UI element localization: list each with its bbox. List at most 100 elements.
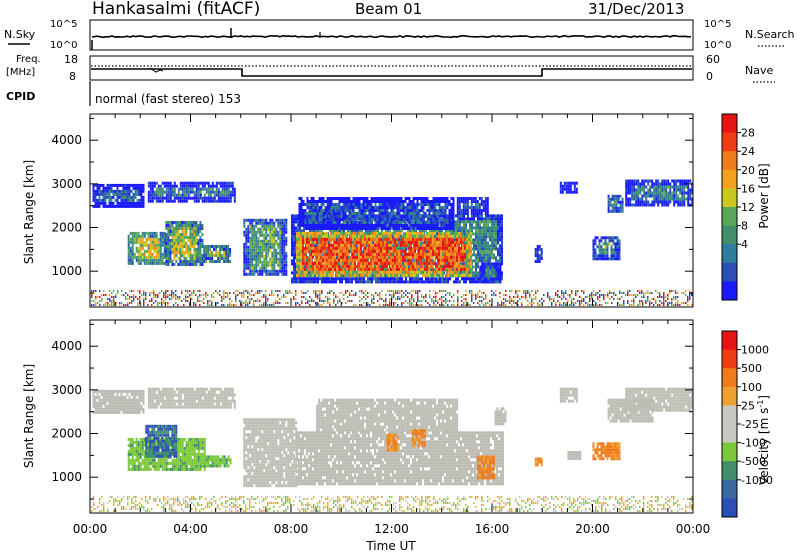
power-cell [324, 264, 326, 268]
power-cell [322, 273, 324, 277]
power-cell [436, 237, 438, 241]
power-cell [177, 227, 180, 230]
power-cell [443, 223, 445, 227]
power-cell [267, 227, 270, 231]
power-cell [366, 240, 368, 244]
power-cell [366, 267, 368, 271]
power-cell [219, 257, 222, 260]
power-cell [320, 224, 323, 227]
power-cell [366, 252, 368, 256]
power-cell [213, 193, 216, 197]
power-cell [255, 254, 258, 258]
power-cell [285, 221, 288, 225]
noise-right-tick-top: 10^5 [704, 19, 731, 30]
power-cell [481, 238, 483, 242]
power-cell [328, 203, 331, 206]
power-cell [332, 227, 335, 230]
power-cell [354, 200, 357, 203]
power-cell [193, 224, 196, 227]
power-cell [348, 197, 351, 200]
power-cell [405, 247, 407, 251]
power-cell [275, 272, 278, 276]
power-cell [416, 246, 418, 250]
power-cell [213, 248, 216, 251]
power-cell [395, 277, 397, 281]
power-cell [304, 231, 306, 235]
power-cell [415, 226, 417, 230]
power-cell [404, 237, 406, 241]
power-cell [477, 241, 479, 245]
power-cell [173, 190, 176, 194]
power-cell [149, 196, 152, 200]
power-cell [120, 183, 123, 187]
power-cell [312, 252, 314, 256]
power-cell [215, 248, 218, 251]
power-cell [351, 277, 353, 281]
power-cell [422, 267, 424, 271]
power-cell [485, 253, 487, 257]
power-cell [334, 209, 337, 212]
power-cell [481, 214, 483, 218]
power-cell [332, 231, 334, 235]
power-cell [298, 237, 300, 241]
power-cell [281, 260, 284, 264]
power-cell [306, 218, 309, 221]
power-cell [269, 269, 272, 273]
power-cell [316, 270, 318, 274]
power-cell [316, 218, 319, 221]
power-cell [501, 250, 503, 254]
power-cell [344, 224, 347, 227]
power-cell [259, 218, 262, 222]
power-cell [440, 243, 442, 247]
power-cell [352, 200, 355, 203]
power-cell [378, 270, 380, 274]
power-cell [489, 229, 491, 233]
power-cell [368, 243, 370, 247]
noise-panel-frame [89, 19, 694, 51]
power-cell [436, 252, 438, 256]
power-cell [175, 196, 178, 200]
power-cell [251, 263, 254, 267]
power-cell [273, 266, 276, 270]
power-cell [450, 231, 452, 235]
power-cell [293, 280, 295, 284]
power-cell [354, 221, 357, 224]
power-cell [193, 251, 196, 254]
power-cell [303, 280, 305, 284]
power-cell [318, 234, 320, 238]
power-cell [457, 277, 459, 281]
power-cell [450, 258, 452, 262]
power-cell [445, 277, 447, 281]
power-cell [310, 231, 312, 235]
power-cell [173, 221, 176, 224]
power-cell [263, 233, 266, 237]
power-cell [320, 249, 322, 253]
power-cell [159, 234, 162, 238]
power-cell [165, 181, 168, 185]
power-cell [316, 255, 318, 259]
power-cell [454, 240, 456, 244]
power-cell [273, 260, 276, 264]
power-cell [402, 243, 404, 247]
power-cell [251, 257, 254, 261]
power-cell [324, 240, 326, 244]
power-cell [349, 280, 351, 284]
power-cell [376, 231, 378, 235]
power-cell [132, 192, 135, 196]
power-cell [157, 249, 160, 253]
power-cell [245, 263, 248, 267]
power-cell [390, 234, 392, 238]
power-cell [462, 255, 464, 259]
power-cell [167, 187, 170, 191]
power-cell [219, 251, 222, 254]
power-cell [470, 231, 472, 235]
power-cell [426, 258, 428, 262]
power-cell [314, 227, 317, 230]
power-cell [291, 280, 293, 284]
power-cell [330, 234, 332, 238]
power-cell [352, 231, 354, 235]
power-cell [191, 254, 194, 257]
power-cell [147, 249, 150, 253]
power-cell [263, 218, 266, 222]
power-cell [451, 229, 453, 233]
